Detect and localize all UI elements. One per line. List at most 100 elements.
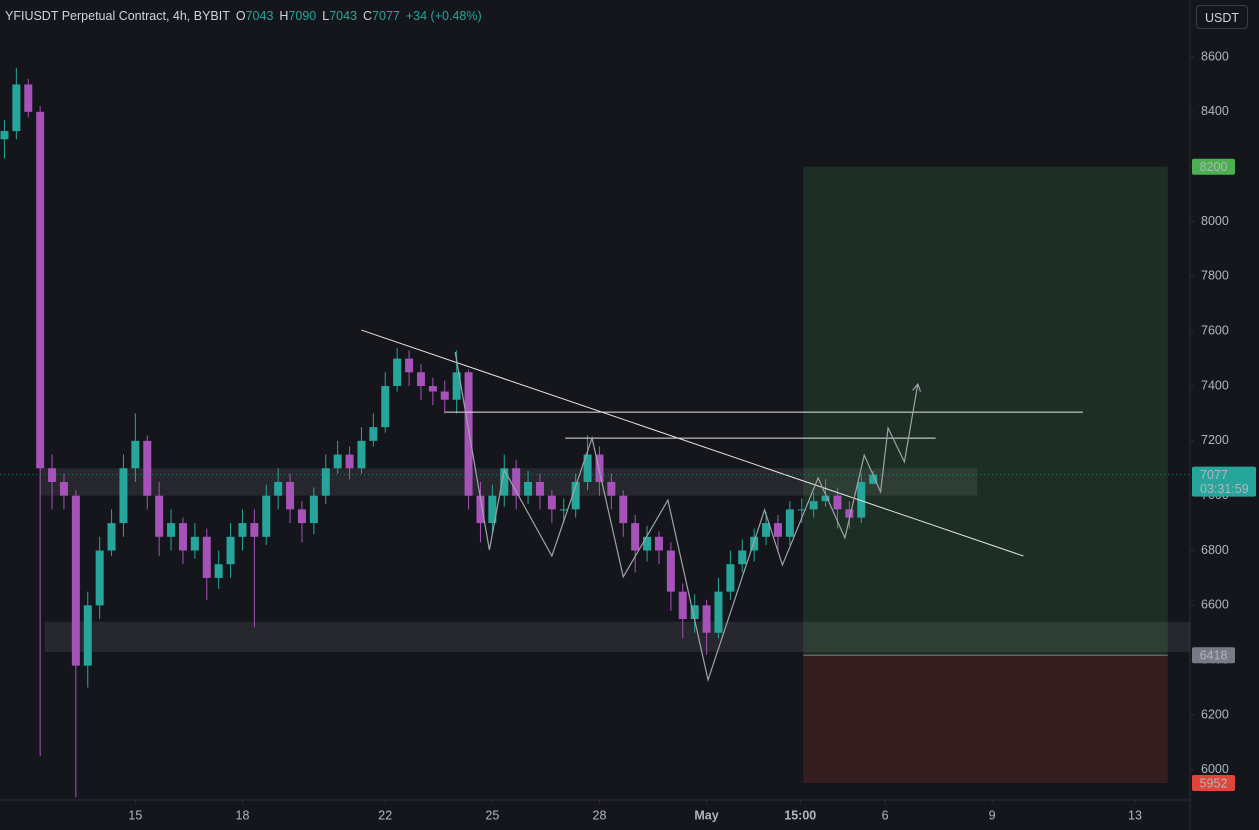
ohlc-value: 7077 bbox=[372, 9, 400, 23]
candle-body bbox=[869, 474, 878, 484]
ohlc-key: O bbox=[235, 9, 246, 23]
x-tick-label: 6 bbox=[882, 808, 889, 822]
legend-header: YFIUSDT Perpetual Contract, 4h, BYBIT O7… bbox=[5, 9, 482, 23]
target-zone bbox=[803, 166, 1168, 656]
ohlc-close: C7077 bbox=[363, 9, 400, 23]
candle-body bbox=[226, 536, 235, 565]
candle-body bbox=[202, 536, 211, 578]
candle-body bbox=[131, 440, 140, 469]
ohlc-key: C bbox=[363, 9, 373, 23]
candle-body bbox=[95, 550, 104, 606]
y-tick-label: 6600 bbox=[1201, 598, 1229, 612]
candle-body bbox=[464, 372, 473, 496]
candle-body bbox=[619, 495, 628, 524]
x-tick-label: 13 bbox=[1128, 808, 1142, 822]
candle-body bbox=[59, 481, 68, 496]
candle-body bbox=[845, 509, 854, 518]
x-tick-label: 15 bbox=[128, 808, 142, 822]
trend-line bbox=[361, 329, 1024, 557]
y-tick-label: 8000 bbox=[1201, 214, 1229, 228]
candle-body bbox=[500, 468, 509, 496]
candle-body bbox=[190, 536, 199, 551]
candle-body bbox=[416, 372, 425, 387]
candle-body bbox=[643, 536, 652, 551]
y-tick-label: 6000 bbox=[1201, 762, 1229, 776]
candle-body bbox=[321, 468, 330, 496]
candle-body bbox=[714, 591, 723, 633]
ohlc-value: 7043 bbox=[245, 9, 274, 23]
candle-body bbox=[167, 523, 176, 537]
y-tick-label: 7400 bbox=[1201, 378, 1229, 392]
candle-body bbox=[809, 501, 818, 510]
candle-body bbox=[678, 591, 687, 620]
candle-body bbox=[785, 509, 794, 537]
candle-body bbox=[238, 523, 247, 537]
change: +34 (+0.48%) bbox=[405, 9, 482, 23]
projection-path bbox=[454, 351, 922, 683]
candle-body bbox=[631, 523, 640, 551]
stop-zone bbox=[803, 655, 1168, 784]
candle-body bbox=[357, 440, 366, 469]
y-tick-label: 7200 bbox=[1201, 433, 1229, 447]
support-zone bbox=[40, 468, 978, 496]
ohlc-low: L7043 bbox=[322, 9, 357, 23]
last-price-badge bbox=[1192, 466, 1256, 497]
candle-body bbox=[750, 536, 759, 551]
y-tick-label: 6800 bbox=[1201, 543, 1229, 557]
candle-body bbox=[107, 523, 116, 551]
candle-body bbox=[119, 468, 128, 524]
candle-body bbox=[583, 454, 592, 482]
x-tick-label: 9 bbox=[989, 808, 996, 822]
candle-body bbox=[345, 454, 354, 469]
candle-body bbox=[524, 481, 533, 496]
x-tick-label: 18 bbox=[236, 808, 250, 822]
candle-body bbox=[797, 509, 806, 511]
y-tick-label: 8400 bbox=[1201, 104, 1229, 118]
candle-body bbox=[155, 495, 164, 537]
candle-body bbox=[440, 391, 449, 400]
countdown: 03:31:59 bbox=[1200, 482, 1249, 496]
price-badge bbox=[1192, 647, 1235, 664]
candle-body bbox=[773, 523, 782, 537]
candle-body bbox=[428, 386, 437, 392]
candle-body bbox=[12, 84, 21, 132]
x-tick-label: 15:00 bbox=[784, 808, 816, 822]
candle-body bbox=[595, 454, 604, 482]
candle-body bbox=[654, 536, 663, 551]
candle-body bbox=[262, 495, 271, 537]
candle-body bbox=[690, 605, 699, 620]
candle-body bbox=[666, 550, 675, 592]
candle-body bbox=[71, 495, 80, 666]
ohlc-high: H7090 bbox=[279, 9, 316, 23]
candle-body bbox=[726, 564, 735, 592]
candle-body bbox=[178, 523, 187, 551]
symbol-title: YFIUSDT Perpetual Contract, 4h, BYBIT bbox=[5, 9, 230, 23]
candle-body bbox=[488, 495, 497, 524]
y-tick-label: 7800 bbox=[1201, 269, 1229, 283]
ohlc-value: 7090 bbox=[288, 9, 317, 23]
currency-button[interactable]: USDT bbox=[1196, 5, 1248, 29]
candle-body bbox=[547, 495, 556, 510]
candle-body bbox=[0, 131, 9, 140]
candle-body bbox=[833, 495, 842, 510]
ohlc-value: 7043 bbox=[329, 9, 358, 23]
price-badge-label: 5952 bbox=[1200, 776, 1228, 790]
price-badge-label: 6418 bbox=[1200, 649, 1228, 663]
candle-body bbox=[571, 481, 580, 510]
candle-body bbox=[83, 605, 92, 666]
x-tick-label: 28 bbox=[593, 808, 607, 822]
candle-body bbox=[297, 509, 306, 524]
x-tick-label: 22 bbox=[378, 808, 392, 822]
candle-body bbox=[333, 454, 342, 469]
candle-body bbox=[762, 523, 771, 537]
candle-body bbox=[381, 386, 390, 428]
candle-body bbox=[821, 495, 830, 502]
candle-body bbox=[607, 481, 616, 496]
candle-body bbox=[309, 495, 318, 524]
candle-body bbox=[143, 440, 152, 496]
support-zone bbox=[44, 621, 1190, 652]
ohlc-open: O7043 bbox=[236, 9, 274, 23]
candle-body bbox=[274, 481, 283, 496]
candle-body bbox=[512, 468, 521, 496]
